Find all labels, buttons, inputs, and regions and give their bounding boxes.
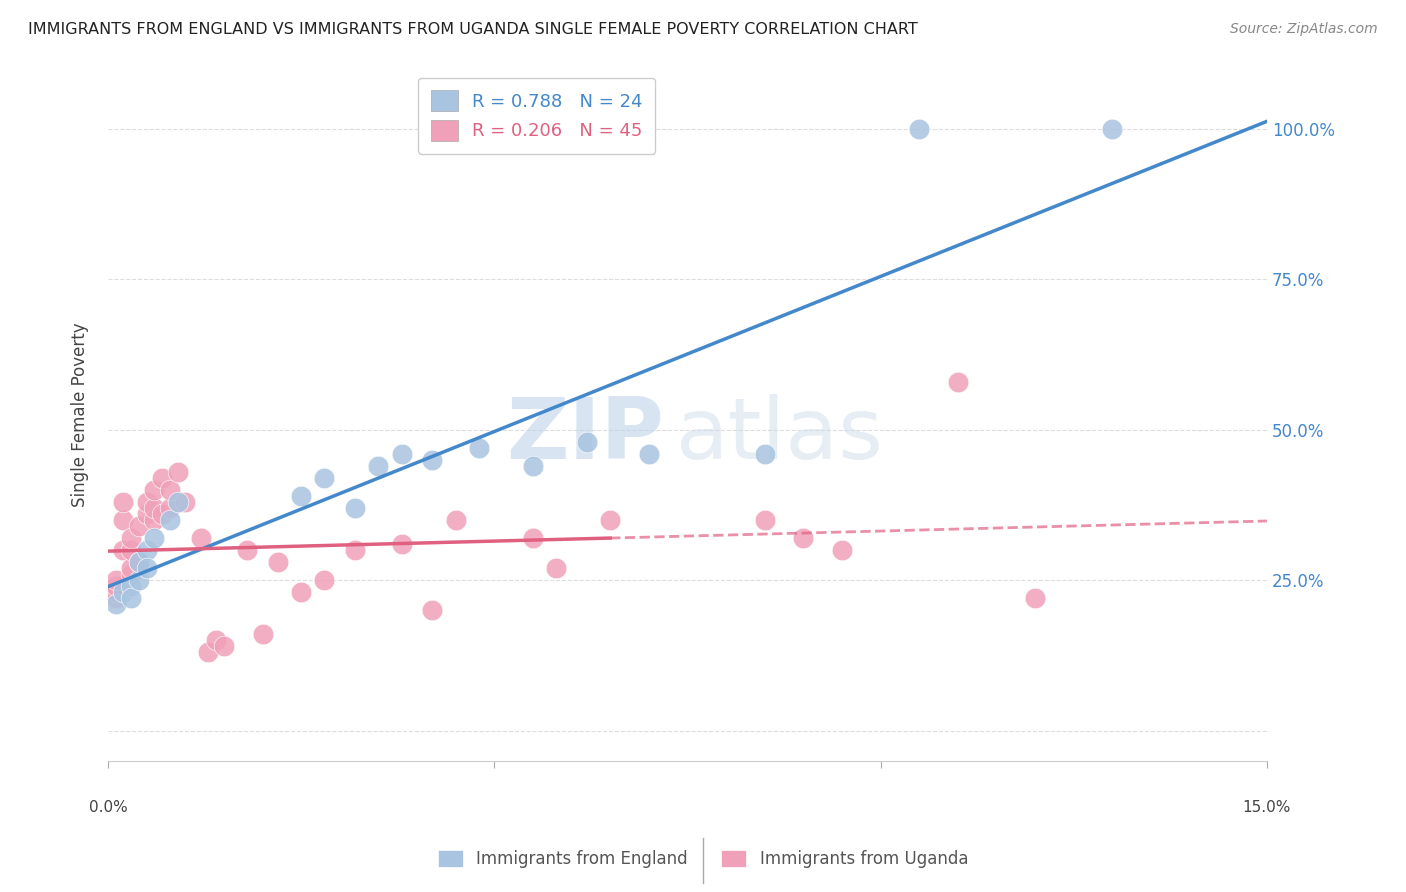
- Point: [367, 458, 389, 473]
- Point: [205, 633, 228, 648]
- Point: [908, 121, 931, 136]
- Point: [143, 531, 166, 545]
- Point: [174, 495, 197, 509]
- Point: [120, 531, 142, 545]
- Point: [546, 561, 568, 575]
- Point: [120, 591, 142, 606]
- Point: [754, 447, 776, 461]
- Point: [128, 573, 150, 587]
- Point: [128, 555, 150, 569]
- Point: [159, 483, 181, 497]
- Point: [792, 531, 814, 545]
- Text: atlas: atlas: [676, 394, 884, 477]
- Point: [104, 597, 127, 611]
- Point: [946, 375, 969, 389]
- Point: [112, 495, 135, 509]
- Point: [1101, 121, 1123, 136]
- Point: [112, 585, 135, 599]
- Legend: R = 0.788   N = 24, R = 0.206   N = 45: R = 0.788 N = 24, R = 0.206 N = 45: [418, 78, 655, 153]
- Point: [290, 489, 312, 503]
- Point: [135, 543, 157, 558]
- Point: [112, 543, 135, 558]
- Legend: Immigrants from England, Immigrants from Uganda: Immigrants from England, Immigrants from…: [432, 843, 974, 875]
- Y-axis label: Single Female Poverty: Single Female Poverty: [72, 322, 89, 507]
- Point: [236, 543, 259, 558]
- Point: [104, 585, 127, 599]
- Point: [120, 579, 142, 593]
- Point: [344, 543, 367, 558]
- Point: [143, 513, 166, 527]
- Point: [314, 471, 336, 485]
- Point: [1024, 591, 1046, 606]
- Point: [599, 513, 621, 527]
- Text: 0.0%: 0.0%: [89, 800, 128, 815]
- Point: [128, 555, 150, 569]
- Point: [314, 573, 336, 587]
- Text: 15.0%: 15.0%: [1243, 800, 1291, 815]
- Point: [754, 513, 776, 527]
- Point: [391, 537, 413, 551]
- Point: [522, 458, 544, 473]
- Point: [252, 627, 274, 641]
- Point: [104, 573, 127, 587]
- Point: [166, 495, 188, 509]
- Point: [112, 513, 135, 527]
- Point: [135, 507, 157, 521]
- Point: [135, 495, 157, 509]
- Point: [290, 585, 312, 599]
- Point: [128, 519, 150, 533]
- Point: [143, 483, 166, 497]
- Point: [212, 640, 235, 654]
- Text: ZIP: ZIP: [506, 394, 664, 477]
- Point: [166, 465, 188, 479]
- Point: [143, 500, 166, 515]
- Point: [197, 645, 219, 659]
- Point: [637, 447, 659, 461]
- Point: [522, 531, 544, 545]
- Point: [344, 500, 367, 515]
- Point: [150, 507, 173, 521]
- Point: [104, 591, 127, 606]
- Point: [468, 441, 491, 455]
- Point: [120, 567, 142, 582]
- Point: [422, 603, 444, 617]
- Point: [150, 471, 173, 485]
- Point: [576, 434, 599, 449]
- Point: [444, 513, 467, 527]
- Point: [159, 500, 181, 515]
- Point: [422, 452, 444, 467]
- Point: [104, 579, 127, 593]
- Point: [120, 543, 142, 558]
- Point: [831, 543, 853, 558]
- Text: IMMIGRANTS FROM ENGLAND VS IMMIGRANTS FROM UGANDA SINGLE FEMALE POVERTY CORRELAT: IMMIGRANTS FROM ENGLAND VS IMMIGRANTS FR…: [28, 22, 918, 37]
- Point: [190, 531, 212, 545]
- Point: [120, 561, 142, 575]
- Point: [267, 555, 290, 569]
- Point: [135, 561, 157, 575]
- Point: [391, 447, 413, 461]
- Point: [159, 513, 181, 527]
- Text: Source: ZipAtlas.com: Source: ZipAtlas.com: [1230, 22, 1378, 37]
